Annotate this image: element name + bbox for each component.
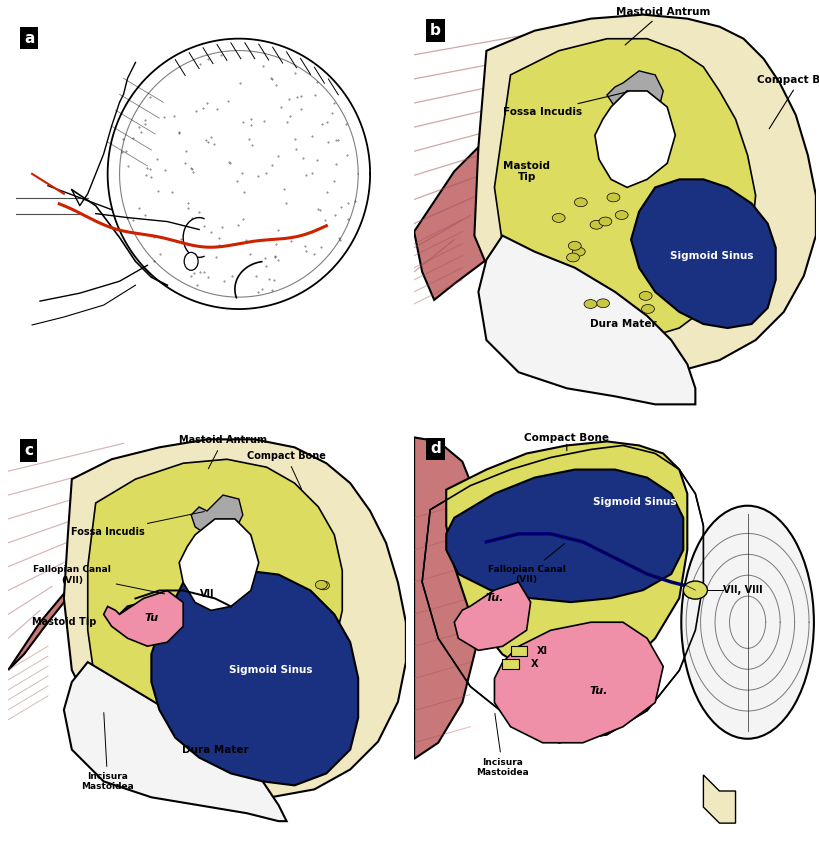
Ellipse shape [598,217,611,226]
Ellipse shape [281,664,293,673]
Ellipse shape [590,220,602,229]
Text: c: c [24,443,33,459]
Polygon shape [594,91,675,188]
Ellipse shape [273,618,285,626]
Text: a: a [24,30,34,46]
Text: Fallopian Canal
(VII): Fallopian Canal (VII) [487,544,565,584]
Text: Mastoid
Tip: Mastoid Tip [503,161,550,182]
Polygon shape [64,662,287,821]
Ellipse shape [568,241,581,250]
Ellipse shape [294,594,306,602]
Text: XI: XI [536,646,548,656]
Text: Sigmoid Sinus: Sigmoid Sinus [229,665,312,675]
Text: Tu.: Tu. [485,593,503,603]
Ellipse shape [280,603,292,612]
Polygon shape [103,591,183,646]
Polygon shape [414,437,486,759]
Ellipse shape [315,580,327,589]
Text: d: d [430,442,441,457]
Ellipse shape [645,243,658,251]
Ellipse shape [572,247,585,256]
Polygon shape [494,623,663,743]
Ellipse shape [583,299,596,309]
Text: Dura Mater: Dura Mater [589,319,655,329]
Polygon shape [631,179,775,328]
Ellipse shape [551,213,564,222]
Text: Fossa Incudis: Fossa Incudis [503,91,627,117]
Polygon shape [8,443,227,670]
Polygon shape [179,519,259,610]
Ellipse shape [639,292,651,300]
Polygon shape [473,14,815,372]
Text: Compact Bone: Compact Bone [247,451,326,488]
Ellipse shape [317,581,329,590]
Polygon shape [494,39,755,340]
Ellipse shape [573,198,586,206]
Text: Mastoid Tip: Mastoid Tip [32,618,96,628]
Text: Compact Bone: Compact Bone [523,433,609,443]
Text: Dura Mater: Dura Mater [182,744,248,755]
Polygon shape [414,23,703,299]
Ellipse shape [640,305,654,313]
Text: Sigmoid Sinus: Sigmoid Sinus [669,250,753,261]
Text: X: X [530,659,538,669]
Text: Fossa Incudis: Fossa Incudis [70,512,204,537]
Text: Mastoid Antrum: Mastoid Antrum [615,7,709,45]
Text: VII: VII [200,590,214,600]
Text: Compact Bone: Compact Bone [757,75,819,129]
Text: Incisura
Mastoidea: Incisura Mastoidea [476,713,528,777]
Polygon shape [446,442,686,686]
FancyBboxPatch shape [510,646,526,656]
Text: VII, VIII: VII, VIII [722,585,762,595]
Polygon shape [606,71,663,115]
Ellipse shape [184,252,198,270]
Text: Sigmoid Sinus: Sigmoid Sinus [593,497,676,507]
Ellipse shape [274,654,285,662]
Polygon shape [191,495,242,539]
Polygon shape [120,570,358,785]
Ellipse shape [681,506,813,739]
Text: Fallopian Canal
(VII): Fallopian Canal (VII) [33,565,165,594]
Polygon shape [477,235,695,404]
Ellipse shape [614,211,627,219]
FancyBboxPatch shape [502,659,518,669]
Polygon shape [446,470,682,602]
Polygon shape [703,775,735,823]
Ellipse shape [292,618,305,626]
Text: Tu: Tu [144,613,158,624]
Polygon shape [88,459,342,750]
Ellipse shape [307,655,319,663]
Ellipse shape [287,650,299,659]
Ellipse shape [566,253,579,262]
Ellipse shape [606,193,619,202]
Text: Tu.: Tu. [589,685,608,695]
Text: b: b [430,23,441,38]
Text: Mastoid Antrum: Mastoid Antrum [179,436,267,469]
Ellipse shape [682,581,707,599]
Ellipse shape [596,299,609,308]
Polygon shape [454,582,530,651]
Text: Incisura
Mastoidea: Incisura Mastoidea [81,712,133,791]
Polygon shape [64,439,405,797]
